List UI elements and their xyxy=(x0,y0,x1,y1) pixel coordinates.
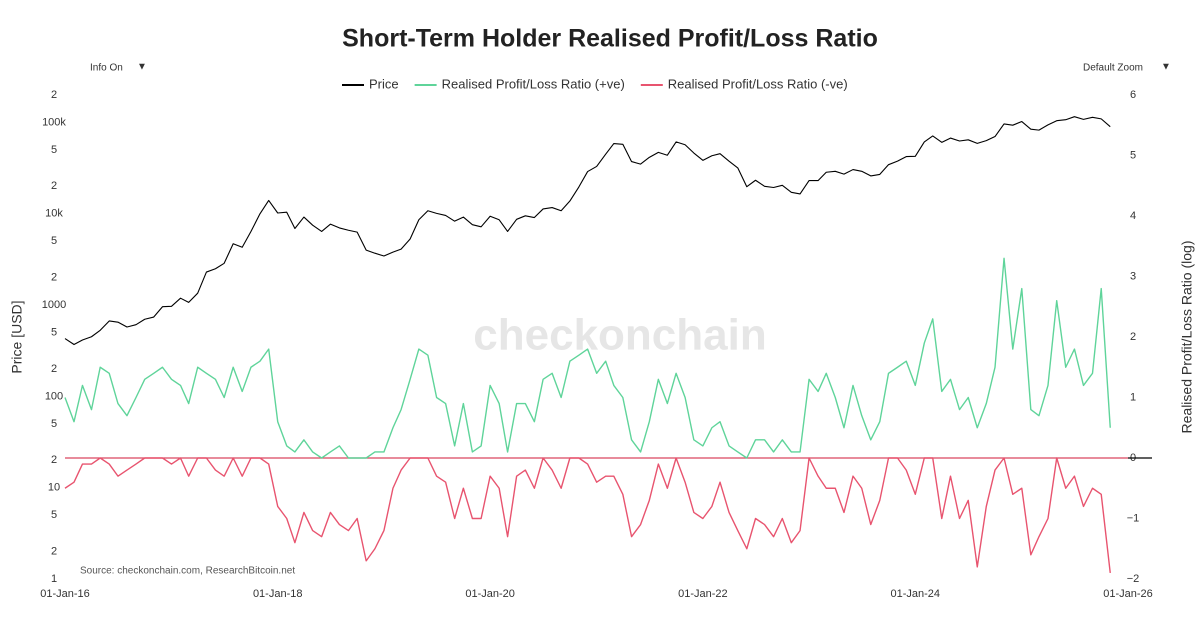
y2-tick-label: 2 xyxy=(1130,331,1136,343)
series-line xyxy=(64,116,1111,346)
y2-tick-label: 3 xyxy=(1130,270,1136,282)
y2-tick-label: 6 xyxy=(1130,89,1136,101)
y2-tick-label: 5 xyxy=(1130,149,1136,161)
y-tick-label: 1 xyxy=(51,573,57,585)
y-tick-label: 2 xyxy=(51,545,57,557)
y-tick-label: 100 xyxy=(45,390,63,402)
y2-tick-label: 4 xyxy=(1130,210,1136,222)
series-line xyxy=(64,457,1111,574)
x-tick-label: 01-Jan-24 xyxy=(891,588,941,600)
legend-label: Realised Profit/Loss Ratio (-ve) xyxy=(668,76,848,91)
y-tick-label: 1000 xyxy=(42,299,66,311)
y-tick-label: 2 xyxy=(51,454,57,466)
source: Source: checkonchain.com, ResearchBitcoi… xyxy=(80,566,295,577)
y-tick-label: 5 xyxy=(51,235,57,247)
chart-title: Short-Term Holder Realised Profit/Loss R… xyxy=(342,25,878,53)
info-toggle[interactable]: Info On xyxy=(90,63,123,74)
y-tick-label: 10 xyxy=(48,482,60,494)
y-tick-label: 2 xyxy=(51,272,57,284)
y2-axis-title: Realised Profit/Loss Ratio (log) xyxy=(1179,241,1195,434)
legend-label: Realised Profit/Loss Ratio (+ve) xyxy=(442,76,625,91)
info-arrow[interactable]: ▼ xyxy=(137,62,147,73)
y-tick-label: 10k xyxy=(45,208,63,220)
x-tick-label: 01-Jan-16 xyxy=(40,588,90,600)
y-tick-label: 5 xyxy=(51,326,57,338)
y-tick-label: 100k xyxy=(42,116,66,128)
y2-tick-label: −2 xyxy=(1127,573,1140,585)
x-tick-label: 01-Jan-26 xyxy=(1103,588,1153,600)
y-tick-label: 2 xyxy=(51,180,57,192)
y-tick-label: 5 xyxy=(51,509,57,521)
x-tick-label: 01-Jan-18 xyxy=(253,588,303,600)
y-tick-label: 2 xyxy=(51,89,57,101)
legend-label: Price xyxy=(369,76,399,91)
zoom-select[interactable]: Default Zoom xyxy=(1083,63,1143,74)
y-axis-title: Price [USD] xyxy=(9,300,25,373)
y-tick-label: 5 xyxy=(51,418,57,430)
y2-tick-label: 1 xyxy=(1130,391,1136,403)
series-line xyxy=(64,257,1111,459)
x-tick-label: 01-Jan-22 xyxy=(678,588,728,600)
y-tick-label: 5 xyxy=(51,144,57,156)
y-tick-label: 2 xyxy=(51,363,57,375)
watermark: checkonchain xyxy=(473,311,766,360)
y2-tick-label: −1 xyxy=(1127,512,1140,524)
zoom-arrow[interactable]: ▼ xyxy=(1161,62,1171,73)
x-tick-label: 01-Jan-20 xyxy=(465,588,515,600)
